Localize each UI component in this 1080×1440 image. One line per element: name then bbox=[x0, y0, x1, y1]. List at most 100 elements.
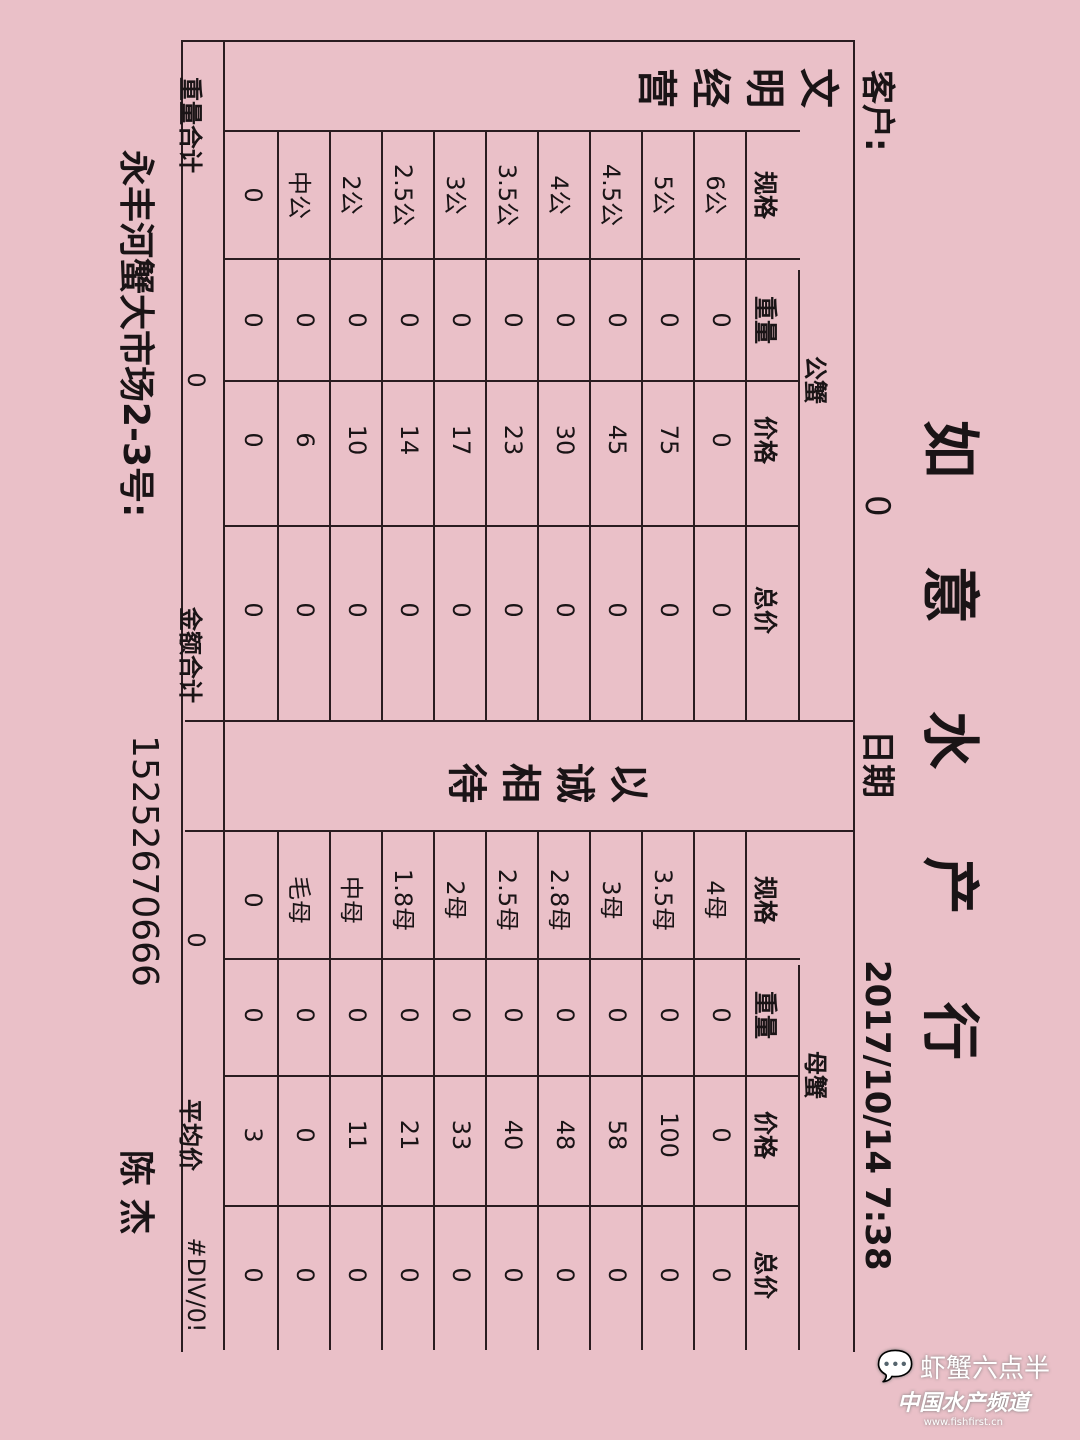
male-header-1: 重量 bbox=[751, 296, 779, 344]
female-header-3: 总价 bbox=[751, 1251, 779, 1299]
market-address: 永丰河蟹大市场2-3号: bbox=[115, 150, 156, 518]
female-cell: 0 bbox=[447, 1007, 475, 1023]
female-cell: 0 bbox=[499, 1267, 527, 1283]
male-cell: 0 bbox=[239, 602, 267, 618]
row-divider bbox=[589, 130, 591, 720]
male-header-0: 规格 bbox=[751, 171, 779, 219]
middle-slogan: 以诚相待 bbox=[434, 756, 650, 802]
row-divider bbox=[745, 130, 747, 720]
row-divider bbox=[329, 830, 331, 1350]
divider bbox=[798, 965, 800, 1350]
female-cell: 0 bbox=[603, 1007, 631, 1023]
customer-label: 客户: bbox=[857, 70, 897, 152]
customer-value: 0 bbox=[857, 495, 897, 517]
row-divider bbox=[485, 830, 487, 1350]
female-cell: 11 bbox=[343, 1119, 371, 1151]
male-cell: 3.5公 bbox=[493, 163, 521, 227]
left-slogan: 文明经营 bbox=[624, 61, 840, 107]
female-cell: 21 bbox=[395, 1119, 423, 1151]
female-cell: 40 bbox=[499, 1119, 527, 1151]
male-cell: 23 bbox=[499, 424, 527, 456]
male-cell: 0 bbox=[395, 312, 423, 328]
male-cell: 0 bbox=[707, 432, 735, 448]
row-divider bbox=[433, 130, 435, 720]
male-cell: 0 bbox=[395, 602, 423, 618]
female-cell: 0 bbox=[655, 1267, 683, 1283]
watermark-line2: 中国水产频道 bbox=[897, 1391, 1030, 1416]
col-divider bbox=[225, 380, 800, 382]
shop-title: 如意水产行 bbox=[915, 420, 985, 1060]
female-cell: 2.5母 bbox=[493, 868, 521, 932]
col-divider bbox=[225, 257, 800, 260]
female-header-0: 规格 bbox=[751, 876, 779, 924]
average-price-label: 平均价 bbox=[176, 1099, 204, 1171]
female-cell: 0 bbox=[551, 1267, 579, 1283]
male-cell: 中公 bbox=[285, 171, 313, 219]
row-divider bbox=[277, 830, 279, 1350]
female-cell: 33 bbox=[447, 1119, 475, 1151]
female-cell: 4母 bbox=[701, 880, 729, 920]
title-char: 产 bbox=[916, 856, 984, 915]
male-cell: 0 bbox=[239, 312, 267, 328]
watermark-line3: www.fishfirst.cn bbox=[923, 1417, 1003, 1428]
female-cell: 0 bbox=[707, 1267, 735, 1283]
row-divider bbox=[329, 130, 331, 720]
female-cell: 3.5母 bbox=[649, 868, 677, 932]
weight-total-value: 0 bbox=[182, 372, 210, 388]
amount-total-value: 0 bbox=[182, 932, 210, 948]
male-cell: 14 bbox=[395, 424, 423, 456]
male-cell: 0 bbox=[551, 312, 579, 328]
male-cell: 0 bbox=[291, 312, 319, 328]
male-cell: 0 bbox=[499, 602, 527, 618]
row-divider bbox=[433, 830, 435, 1350]
female-cell: 48 bbox=[551, 1119, 579, 1151]
male-cell: 0 bbox=[655, 312, 683, 328]
male-cell: 0 bbox=[551, 602, 579, 618]
female-header-1: 重量 bbox=[751, 991, 779, 1039]
female-cell: 58 bbox=[603, 1119, 631, 1151]
row-divider bbox=[223, 40, 225, 1350]
male-header-3: 总价 bbox=[751, 586, 779, 634]
male-cell: 0 bbox=[447, 312, 475, 328]
male-cell: 3公 bbox=[441, 175, 469, 215]
date-label: 日期 bbox=[857, 730, 897, 798]
owner-name: 陈 杰 bbox=[115, 1150, 156, 1235]
male-cell: 4.5公 bbox=[597, 163, 625, 227]
female-cell: 3 bbox=[239, 1127, 267, 1143]
female-cell: 0 bbox=[291, 1267, 319, 1283]
col-divider bbox=[225, 1075, 800, 1077]
female-cell: 0 bbox=[291, 1127, 319, 1143]
male-cell: 4公 bbox=[545, 175, 573, 215]
female-cell: 2母 bbox=[441, 880, 469, 920]
male-cell: 0 bbox=[603, 312, 631, 328]
male-cell: 0 bbox=[291, 602, 319, 618]
male-cell: 17 bbox=[447, 424, 475, 456]
row-divider bbox=[381, 130, 383, 720]
row-divider bbox=[641, 830, 643, 1350]
row-divider bbox=[693, 130, 695, 720]
wechat-icon: 💬 bbox=[876, 1349, 914, 1384]
female-cell: 0 bbox=[603, 1267, 631, 1283]
female-group-header: 母蟹 bbox=[801, 1051, 829, 1099]
row-divider bbox=[693, 830, 695, 1350]
row-divider bbox=[641, 130, 643, 720]
female-cell: 毛母 bbox=[285, 876, 313, 924]
female-cell: 3母 bbox=[597, 880, 625, 920]
male-cell: 45 bbox=[603, 424, 631, 456]
female-cell: 2.8母 bbox=[545, 868, 573, 932]
male-cell: 10 bbox=[343, 424, 371, 456]
row-divider bbox=[381, 830, 383, 1350]
male-group-header: 公蟹 bbox=[801, 356, 829, 404]
male-cell: 0 bbox=[655, 602, 683, 618]
phone-number: 15252670666 bbox=[124, 735, 165, 987]
title-char: 行 bbox=[916, 1001, 984, 1060]
male-cell: 0 bbox=[447, 602, 475, 618]
watermark-line1: 虾蟹六点半 bbox=[919, 1354, 1050, 1384]
row-divider bbox=[537, 130, 539, 720]
female-cell: 0 bbox=[239, 1007, 267, 1023]
weight-total-label: 重量合计 bbox=[176, 77, 204, 173]
female-cell: 0 bbox=[655, 1007, 683, 1023]
male-cell: 5公 bbox=[649, 175, 677, 215]
female-cell: 100 bbox=[655, 1112, 683, 1158]
